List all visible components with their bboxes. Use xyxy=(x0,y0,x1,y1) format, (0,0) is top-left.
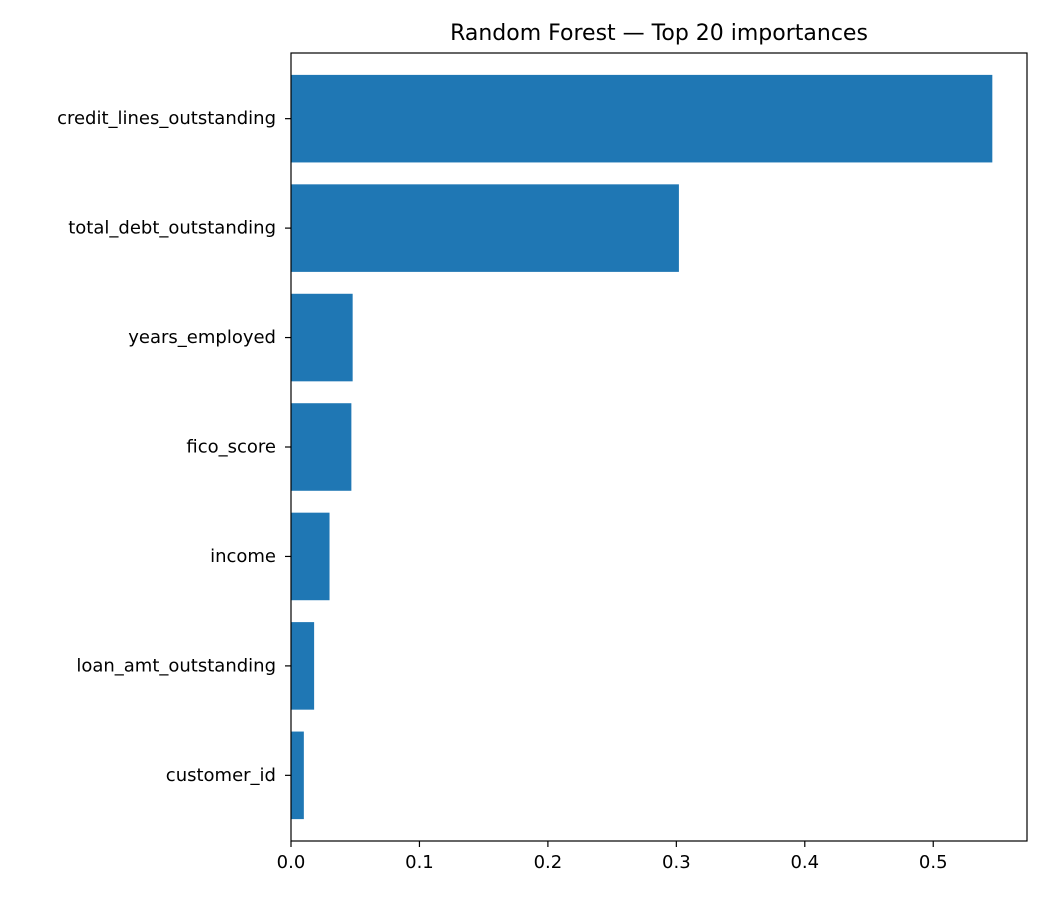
x-tick-label: 0.4 xyxy=(790,852,819,873)
y-tick-label: total_debt_outstanding xyxy=(68,218,276,239)
bar-years_employed xyxy=(291,293,353,382)
x-axis-ticks: 0.0 0.1 0.2 0.3 0.4 0.5 xyxy=(277,841,948,873)
x-tick-label: 0.5 xyxy=(919,852,948,873)
bar-fico_score xyxy=(291,403,352,491)
y-tick-label: customer_id xyxy=(166,765,276,786)
x-tick-label: 0.0 xyxy=(277,852,306,873)
bar-credit_lines_outstanding xyxy=(291,74,993,163)
chart-title: Random Forest — Top 20 importances xyxy=(450,21,868,46)
bars-group xyxy=(291,74,993,820)
bar-total_debt_outstanding xyxy=(291,184,679,272)
x-tick-label: 0.2 xyxy=(534,852,563,873)
y-axis-ticks: credit_lines_outstanding total_debt_outst… xyxy=(57,108,291,786)
x-tick-label: 0.1 xyxy=(405,852,434,873)
bar-loan_amt_outstanding xyxy=(291,622,315,710)
y-tick-label: years_employed xyxy=(128,327,276,348)
y-tick-label: credit_lines_outstanding xyxy=(57,108,276,129)
y-tick-label: income xyxy=(210,546,276,567)
x-tick-label: 0.3 xyxy=(662,852,691,873)
y-tick-label: loan_amt_outstanding xyxy=(76,655,276,676)
plot-area-frame xyxy=(290,52,1028,842)
y-tick-label: fico_score xyxy=(186,437,276,458)
bar-customer_id xyxy=(291,731,304,820)
bar-income xyxy=(291,512,330,601)
